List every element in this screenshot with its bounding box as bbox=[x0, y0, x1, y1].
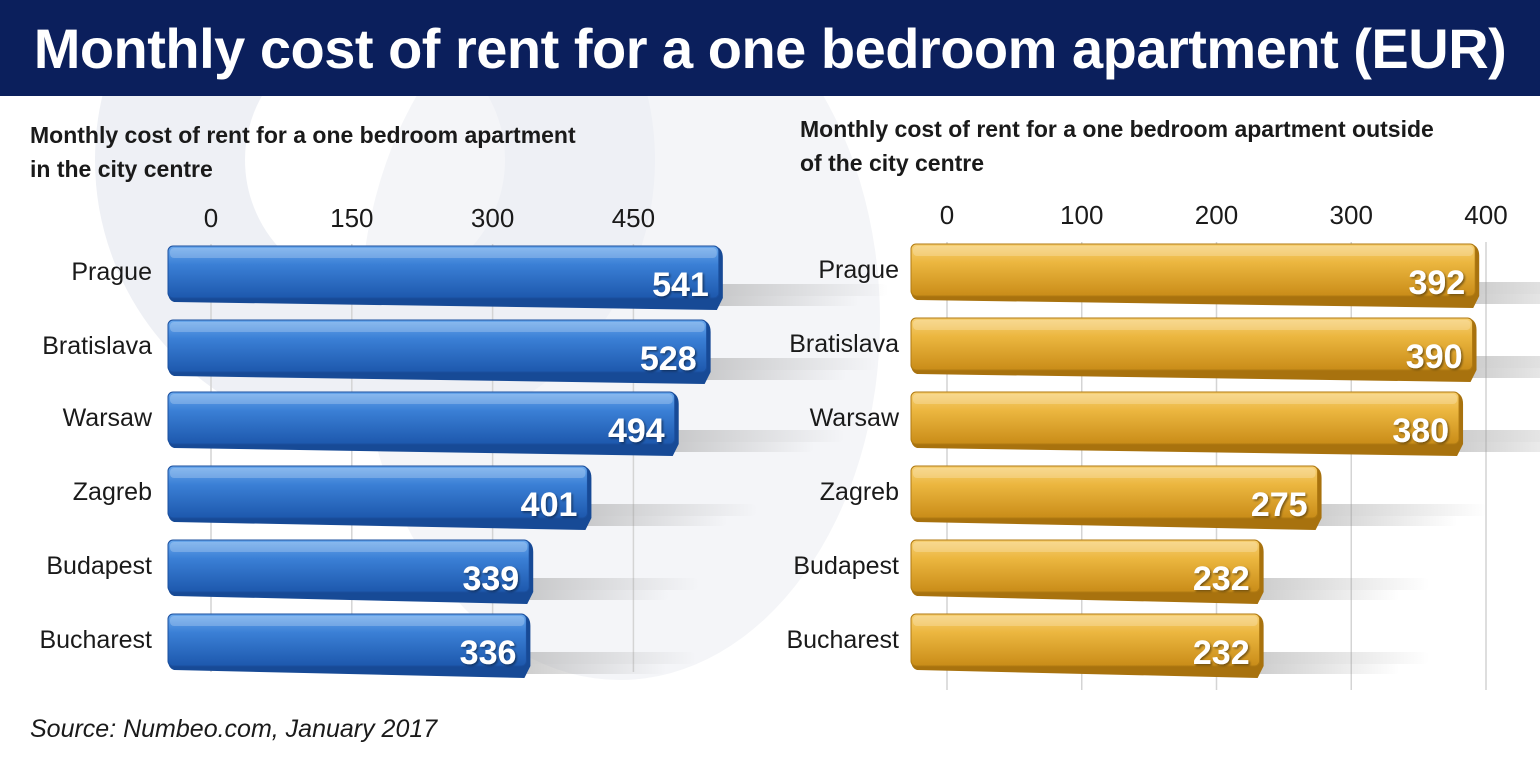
left-chart-title: Monthly cost of rent for a one bedroom a… bbox=[30, 118, 630, 186]
bar-value-label: 380 bbox=[1392, 412, 1449, 450]
bar bbox=[910, 317, 1477, 382]
tick-label: 450 bbox=[612, 203, 655, 233]
category-label: Budapest bbox=[46, 552, 152, 580]
left-chart-title-line-2: in the city centre bbox=[30, 156, 213, 182]
bar-shadow bbox=[1239, 652, 1430, 674]
category-label: Bucharest bbox=[786, 626, 899, 654]
bar-value-label: 528 bbox=[640, 340, 697, 378]
page-title: Monthly cost of rent for a one bedroom a… bbox=[33, 16, 1507, 80]
tick-label: 0 bbox=[940, 200, 954, 230]
bar bbox=[910, 613, 1264, 678]
bar-value-label: 336 bbox=[460, 634, 517, 672]
bar bbox=[167, 539, 534, 604]
bar-shadow bbox=[509, 578, 700, 600]
bar-value-label: 390 bbox=[1406, 338, 1463, 376]
category-label: Bratislava bbox=[42, 332, 152, 360]
right-chart-title-line-1: Monthly cost of rent for a one bedroom a… bbox=[800, 116, 1434, 142]
left-bar-chart: 0 150 300 450 541 Prague 528 Bratislava 494 Warsa… bbox=[39, 203, 889, 678]
bar-shadow bbox=[1297, 504, 1488, 526]
bar-shadow bbox=[1439, 430, 1540, 452]
category-label: Budapest bbox=[793, 552, 899, 580]
bar bbox=[167, 465, 592, 530]
bar bbox=[910, 243, 1480, 308]
left-chart-title-line-1: Monthly cost of rent for a one bedroom a… bbox=[30, 122, 576, 148]
bar bbox=[910, 465, 1322, 530]
bar-shadow bbox=[1239, 578, 1430, 600]
tick-label: 400 bbox=[1464, 200, 1507, 230]
right-chart-title-line-2: of the city centre bbox=[800, 150, 985, 176]
tick-label: 150 bbox=[330, 203, 373, 233]
bar-shadow bbox=[506, 652, 697, 674]
title-bar: Monthly cost of rent for a one bedroom a… bbox=[0, 0, 1540, 96]
category-label: Zagreb bbox=[73, 478, 152, 506]
tick-label: 0 bbox=[204, 203, 218, 233]
bar-shadow bbox=[686, 358, 877, 380]
tick-label: 300 bbox=[471, 203, 514, 233]
category-label: Prague bbox=[71, 258, 152, 286]
bar-value-label: 401 bbox=[521, 486, 578, 524]
bar bbox=[910, 539, 1264, 604]
bar-value-label: 339 bbox=[462, 560, 519, 598]
category-label: Warsaw bbox=[810, 404, 900, 432]
right-bar-chart: 0 100 200 300 400 392 Prague 390 Bratislava 380 Wa… bbox=[786, 200, 1540, 690]
bar bbox=[167, 245, 723, 310]
category-label: Bratislava bbox=[789, 330, 899, 358]
bar-shadow bbox=[654, 430, 845, 452]
bar bbox=[167, 391, 679, 456]
bar bbox=[167, 613, 531, 678]
bar-value-label: 232 bbox=[1193, 560, 1250, 598]
bar bbox=[910, 391, 1464, 456]
bar-shadow bbox=[567, 504, 758, 526]
bar-value-label: 494 bbox=[608, 412, 665, 450]
bar-shadow bbox=[698, 284, 889, 306]
tick-label: 200 bbox=[1195, 200, 1238, 230]
source-note: Source: Numbeo.com, January 2017 bbox=[30, 715, 438, 743]
right-chart-title: Monthly cost of rent for a one bedroom a… bbox=[800, 112, 1500, 180]
bar-value-label: 232 bbox=[1193, 634, 1250, 672]
category-label: Warsaw bbox=[63, 404, 153, 432]
bar-value-label: 275 bbox=[1251, 486, 1308, 524]
category-label: Zagreb bbox=[820, 478, 899, 506]
category-label: Bucharest bbox=[39, 626, 152, 654]
tick-label: 100 bbox=[1060, 200, 1103, 230]
bar-value-label: 392 bbox=[1408, 264, 1465, 302]
bar-value-label: 541 bbox=[652, 266, 709, 304]
category-label: Prague bbox=[818, 256, 899, 284]
tick-label: 300 bbox=[1330, 200, 1373, 230]
bar bbox=[167, 319, 711, 384]
